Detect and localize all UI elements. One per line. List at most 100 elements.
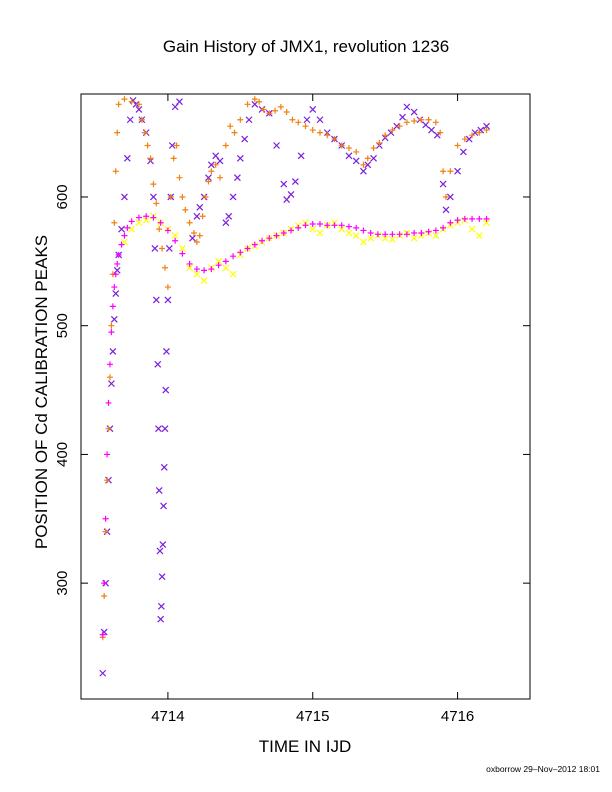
data-point — [309, 225, 317, 233]
data-point — [172, 237, 179, 244]
data-point — [222, 258, 229, 265]
data-point — [230, 253, 237, 260]
data-point — [273, 142, 280, 149]
data-point — [345, 229, 353, 237]
data-point — [112, 290, 120, 297]
data-point — [266, 235, 273, 242]
data-point — [287, 190, 295, 198]
data-point — [465, 135, 473, 143]
data-point — [128, 98, 135, 105]
data-point — [163, 348, 170, 355]
data-point — [156, 226, 163, 233]
data-point — [245, 116, 253, 124]
data-point — [162, 386, 170, 394]
data-point — [196, 203, 204, 211]
data-point — [283, 109, 290, 116]
data-point — [121, 193, 128, 201]
data-point — [316, 116, 324, 124]
data-point — [475, 232, 483, 240]
data-point — [222, 142, 229, 149]
data-point — [418, 230, 425, 237]
data-point — [227, 123, 234, 130]
data-point — [201, 267, 208, 274]
data-point — [367, 230, 374, 237]
data-point — [338, 222, 345, 229]
x-axis-label: TIME IN IJD — [259, 737, 352, 756]
data-point — [150, 181, 157, 188]
data-point — [112, 271, 119, 278]
data-point — [468, 225, 476, 233]
data-point — [164, 284, 171, 291]
data-point — [251, 241, 258, 248]
data-point — [303, 116, 311, 124]
data-point — [389, 231, 396, 238]
data-point — [104, 451, 111, 458]
data-point — [324, 222, 331, 229]
data-point — [476, 215, 483, 222]
data-point — [399, 113, 406, 121]
data-point — [280, 230, 287, 237]
data-point — [454, 217, 461, 224]
data-point — [370, 145, 377, 152]
data-point — [229, 193, 237, 201]
data-point — [231, 129, 238, 136]
data-point — [352, 157, 360, 165]
data-point — [212, 161, 219, 168]
data-point — [186, 260, 193, 267]
data-point — [106, 374, 113, 381]
data-point — [152, 296, 160, 304]
data-point — [205, 178, 212, 185]
data-point — [102, 528, 109, 535]
data-point — [121, 232, 128, 239]
data-point — [147, 155, 154, 162]
data-point — [353, 224, 360, 231]
y-tick-label: 300 — [54, 571, 71, 596]
data-point — [273, 232, 280, 239]
data-point — [128, 225, 136, 233]
data-point — [309, 106, 317, 113]
data-point — [345, 145, 352, 152]
data-point — [288, 227, 295, 234]
data-point — [138, 116, 145, 123]
data-point — [454, 142, 461, 149]
data-point — [316, 229, 324, 237]
data-point — [118, 225, 125, 233]
data-point — [121, 96, 128, 103]
data-point — [403, 119, 410, 126]
data-point — [170, 155, 177, 162]
data-point — [200, 277, 208, 285]
data-point — [115, 251, 122, 258]
data-point — [144, 142, 151, 149]
data-point — [309, 127, 316, 134]
data-point — [207, 161, 215, 169]
data-point — [193, 212, 201, 220]
data-point — [112, 168, 119, 175]
data-point — [159, 245, 166, 252]
data-point — [396, 123, 403, 130]
data-point — [105, 425, 112, 432]
data-point — [370, 154, 377, 162]
data-point — [295, 224, 302, 231]
data-point — [425, 116, 432, 123]
series-0 — [99, 97, 490, 677]
data-point — [382, 132, 389, 139]
data-point — [388, 236, 396, 243]
data-point — [316, 221, 323, 228]
data-point — [289, 116, 296, 123]
data-point — [102, 515, 109, 522]
data-point — [199, 213, 206, 220]
data-point — [432, 232, 440, 240]
data-point — [352, 232, 360, 240]
data-point — [237, 116, 244, 123]
data-point — [208, 266, 215, 273]
data-point — [483, 215, 490, 222]
data-point — [360, 161, 367, 168]
data-point — [422, 121, 430, 129]
data-point — [241, 135, 249, 143]
data-point — [418, 116, 425, 123]
data-point — [353, 148, 360, 155]
data-point — [442, 193, 449, 200]
chart-title: Gain History of JMX1, revolution 1236 — [163, 37, 449, 56]
data-point — [459, 148, 467, 156]
